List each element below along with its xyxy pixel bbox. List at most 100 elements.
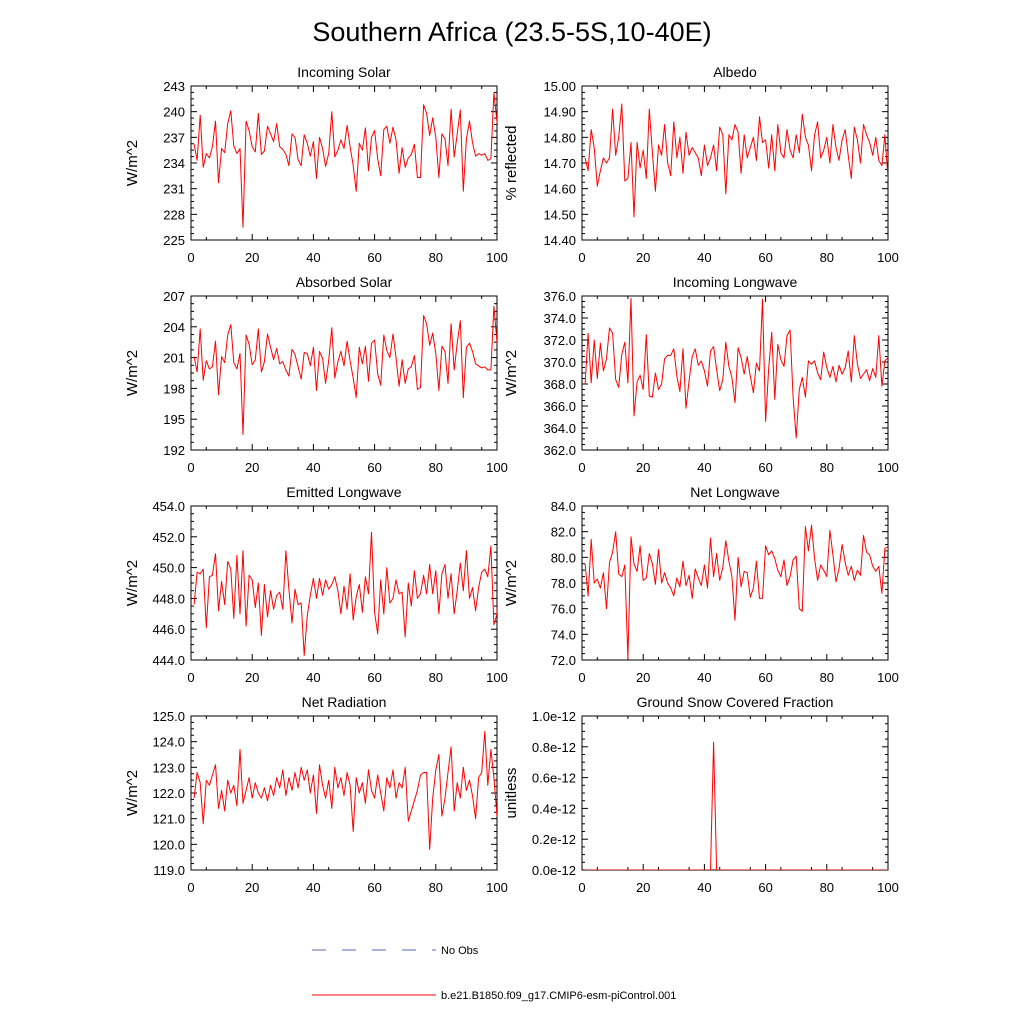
panel-albedo: Albedo 0 20 40 60 80 100 14.40 14.50 14.60 14.70 14…	[503, 64, 899, 265]
y-tick-label: 195	[163, 412, 185, 427]
y-axis-label: W/m^2	[124, 560, 141, 606]
x-tick-label: 100	[486, 880, 508, 895]
series-line	[193, 531, 497, 656]
x-tick-label: 20	[636, 250, 650, 265]
x-tick-label: 0	[578, 670, 585, 685]
x-tick-label: 80	[820, 670, 834, 685]
y-tick-label: 124.0	[152, 735, 185, 750]
x-tick-label: 100	[877, 250, 899, 265]
panel-title: Emitted Longwave	[286, 484, 401, 500]
x-tick-label: 80	[820, 880, 834, 895]
y-tick-label: 125.0	[152, 709, 185, 724]
x-tick-label: 40	[697, 250, 711, 265]
x-tick-label: 80	[429, 880, 443, 895]
y-tick-label: 0.0e-12	[532, 863, 576, 878]
y-tick-label: 225	[163, 233, 185, 248]
x-tick-label: 60	[367, 880, 381, 895]
y-tick-label: 448.0	[152, 591, 185, 606]
y-tick-label: 374.0	[543, 311, 576, 326]
y-tick-label: 364.0	[543, 421, 576, 436]
x-tick-label: 80	[429, 670, 443, 685]
y-tick-label: 237	[163, 130, 185, 145]
panel-title: Net Radiation	[302, 694, 387, 710]
x-tick-label: 20	[245, 460, 259, 475]
panel-title: Absorbed Solar	[296, 274, 393, 290]
panel-net-radiation: Net Radiation 0 20 40 60 80 100 119.0 120.0 121.0…	[124, 694, 508, 895]
y-tick-label: 201	[163, 351, 185, 366]
y-axis-label: unitless	[503, 768, 520, 819]
y-axis-label: W/m^2	[124, 350, 141, 396]
plot-frame	[190, 505, 498, 661]
x-tick-label: 60	[758, 250, 772, 265]
y-tick-label: 446.0	[152, 622, 185, 637]
y-axis-label: % reflected	[503, 125, 520, 200]
plot-frame	[581, 505, 889, 661]
y-tick-label: 0.6e-12	[532, 771, 576, 786]
y-tick-label: 1.0e-12	[532, 709, 576, 724]
x-tick-label: 60	[758, 670, 772, 685]
figure-title: Southern Africa (23.5-5S,10-40E)	[312, 17, 711, 47]
y-tick-label: 121.0	[152, 812, 185, 827]
legend: No Obs b.e21.B1850.f09_g17.CMIP6-esm-piC…	[312, 945, 676, 1002]
y-axis-label: W/m^2	[503, 560, 520, 606]
y-tick-label: 368.0	[543, 377, 576, 392]
y-tick-label: 362.0	[543, 443, 576, 458]
y-tick-label: 0.8e-12	[532, 740, 576, 755]
x-tick-label: 40	[697, 460, 711, 475]
x-tick-label: 60	[367, 460, 381, 475]
x-tick-label: 60	[367, 670, 381, 685]
y-axis-label: W/m^2	[124, 770, 141, 816]
series-line	[584, 297, 888, 439]
y-tick-label: 120.0	[152, 837, 185, 852]
y-axis-label: W/m^2	[503, 350, 520, 396]
x-tick-label: 40	[697, 670, 711, 685]
x-tick-label: 100	[877, 880, 899, 895]
x-tick-label: 40	[306, 250, 320, 265]
series-line	[193, 730, 497, 850]
y-tick-label: 372.0	[543, 333, 576, 348]
x-tick-label: 0	[187, 250, 194, 265]
x-tick-label: 100	[877, 460, 899, 475]
x-tick-label: 20	[245, 880, 259, 895]
x-tick-label: 60	[367, 250, 381, 265]
y-tick-label: 0.4e-12	[532, 801, 576, 816]
y-tick-label: 366.0	[543, 399, 576, 414]
y-tick-label: 452.0	[152, 530, 185, 545]
panel-net-longwave: Net Longwave 0 20 40 60 80 100 72.0 74.0 76.0 78.0…	[503, 484, 899, 685]
x-tick-label: 40	[306, 880, 320, 895]
y-tick-label: 454.0	[152, 499, 185, 514]
y-axis-label: W/m^2	[124, 140, 141, 186]
y-tick-label: 14.70	[543, 156, 576, 171]
y-tick-label: 78.0	[551, 576, 576, 591]
x-tick-label: 20	[245, 670, 259, 685]
x-tick-label: 60	[758, 880, 772, 895]
x-tick-label: 20	[636, 880, 650, 895]
panel-title: Albedo	[713, 64, 757, 80]
plot-frame	[190, 295, 498, 451]
x-tick-label: 0	[187, 460, 194, 475]
x-tick-label: 80	[429, 250, 443, 265]
x-tick-label: 40	[306, 670, 320, 685]
y-tick-label: 123.0	[152, 760, 185, 775]
panel-incoming-solar: Incoming Solar 0 20 40 60 80 100 225 228 231 234 23…	[124, 64, 508, 265]
x-tick-label: 20	[636, 670, 650, 685]
y-tick-label: 444.0	[152, 653, 185, 668]
x-tick-label: 100	[486, 250, 508, 265]
x-tick-label: 100	[486, 670, 508, 685]
panel-absorbed-solar: Absorbed Solar 0 20 40 60 80 100 192 195 198 201 20…	[124, 274, 508, 475]
panel-title: Incoming Longwave	[673, 274, 798, 290]
panel-title: Net Longwave	[690, 484, 780, 500]
y-tick-label: 14.40	[543, 233, 576, 248]
panel-emitted-longwave: Emitted Longwave 0 20 40 60 80 100 444.0 446.0 44…	[124, 484, 508, 685]
y-tick-label: 84.0	[551, 499, 576, 514]
y-tick-label: 82.0	[551, 525, 576, 540]
x-tick-label: 0	[187, 670, 194, 685]
y-tick-label: 370.0	[543, 355, 576, 370]
y-tick-label: 122.0	[152, 786, 185, 801]
x-tick-label: 20	[636, 460, 650, 475]
y-tick-label: 207	[163, 289, 185, 304]
y-tick-label: 234	[163, 156, 185, 171]
y-tick-label: 376.0	[543, 289, 576, 304]
